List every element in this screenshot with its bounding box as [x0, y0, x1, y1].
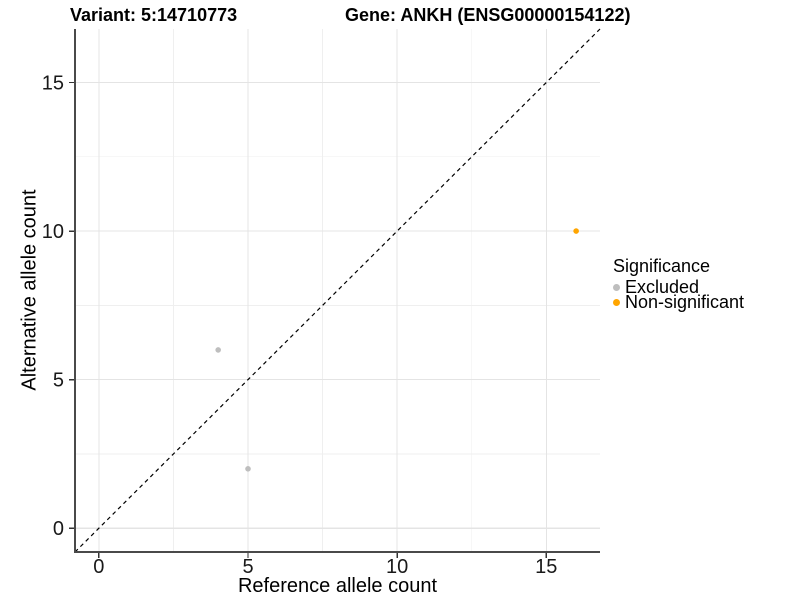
- gene-title: Gene: ANKH (ENSG00000154122): [345, 5, 631, 25]
- legend: Significance Excluded Non-significant: [613, 256, 745, 312]
- x-tick-label: 0: [93, 556, 104, 578]
- data-point-excluded: [215, 347, 221, 353]
- legend-item-excluded: Excluded: [613, 277, 744, 297]
- y-axis-title: Alternative allele count: [18, 189, 41, 391]
- x-tick-label: 15: [535, 556, 557, 578]
- y-tick-label: 0: [53, 518, 64, 540]
- x-tick-label: 5: [242, 556, 253, 578]
- legend-title: Significance: [613, 256, 711, 276]
- x-tick-label: 10: [386, 556, 408, 578]
- variant-title: Variant: 5:14710773: [70, 5, 238, 25]
- legend-item-non-significant: Non-significant: [613, 292, 745, 312]
- x-axis-title: Reference allele count: [237, 575, 437, 597]
- y-tick-label: 5: [53, 370, 64, 392]
- identity-dashed-line: [74, 28, 601, 553]
- legend-item-label: Non-significant: [625, 292, 745, 312]
- data-point-non-significant: [573, 228, 579, 234]
- data-point-excluded: [245, 465, 251, 472]
- y-tick-label: 15: [42, 72, 64, 94]
- non-significant-point-swatch-icon: [613, 299, 620, 306]
- y-tick-label: 10: [42, 221, 64, 243]
- legend-item-label: Excluded: [625, 277, 700, 297]
- excluded-point-swatch-icon: [613, 284, 620, 291]
